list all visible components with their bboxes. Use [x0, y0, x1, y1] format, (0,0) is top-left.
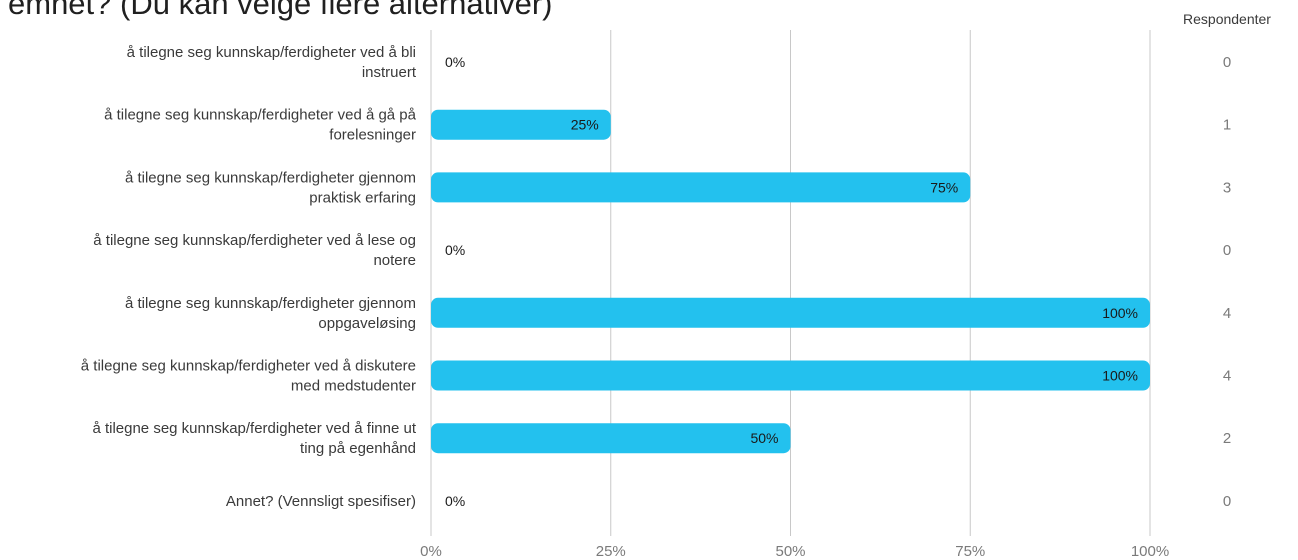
bar-value-label: 100% [1102, 305, 1138, 321]
respondents-header: Respondenter [1183, 11, 1271, 27]
bar [431, 423, 791, 454]
bar-value-label: 0% [445, 54, 465, 70]
respondent-count: 0 [1223, 54, 1231, 71]
bar [431, 172, 971, 203]
x-tick-label: 100% [1131, 543, 1169, 560]
respondent-count: 0 [1223, 493, 1231, 510]
category-label: å tilegne seg kunnskap/ferdigheter ved å… [93, 232, 416, 269]
bar [431, 297, 1150, 328]
x-tick-label: 0% [420, 543, 442, 560]
category-label: Annet? (Vennsligt spesifiser) [226, 493, 416, 510]
category-label: å tilegne seg kunnskap/ferdigheter ved å… [127, 44, 417, 81]
category-label: å tilegne seg kunnskap/ferdigheter ved å… [81, 358, 416, 395]
bar-value-label: 0% [445, 242, 465, 258]
bar-value-label: 0% [445, 493, 465, 509]
respondent-count: 1 [1223, 117, 1231, 134]
respondent-count: 2 [1223, 430, 1231, 447]
respondent-count: 4 [1223, 368, 1231, 385]
bar-value-label: 100% [1102, 368, 1138, 384]
bar-value-label: 50% [750, 430, 778, 446]
category-label: å tilegne seg kunnskap/ferdigheter ved å… [92, 420, 416, 457]
chart-title: emnet? (Du kan velge flere alternativer) [8, 0, 553, 21]
respondent-count: 4 [1223, 305, 1231, 322]
bar-value-label: 75% [930, 179, 958, 195]
x-tick-label: 75% [955, 543, 985, 560]
bar-value-label: 25% [571, 117, 599, 133]
x-tick-label: 25% [596, 543, 626, 560]
bar [431, 109, 611, 140]
category-label: å tilegne seg kunnskap/ferdigheter gjenn… [125, 169, 416, 206]
respondent-count: 3 [1223, 179, 1231, 196]
category-label: å tilegne seg kunnskap/ferdigheter gjenn… [125, 295, 416, 332]
category-label: å tilegne seg kunnskap/ferdigheter ved å… [104, 107, 417, 144]
x-tick-label: 50% [775, 543, 805, 560]
bar [431, 360, 1150, 391]
respondent-count: 0 [1223, 242, 1231, 259]
